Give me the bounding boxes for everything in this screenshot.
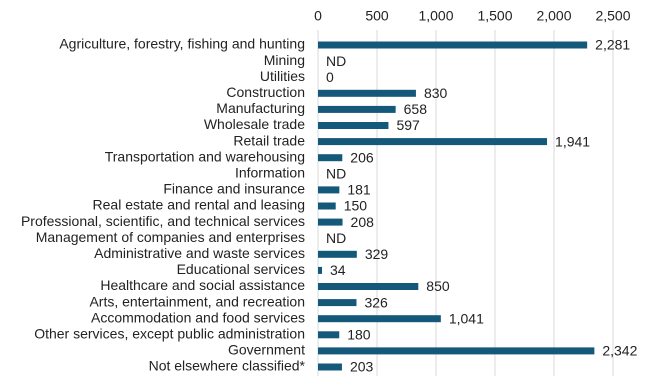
bar xyxy=(318,202,336,210)
y-tick-label: Management of companies and enterprises xyxy=(36,229,305,245)
data-label: 150 xyxy=(344,198,368,214)
x-tick-label: 2,000 xyxy=(536,8,571,24)
data-label: 180 xyxy=(347,327,371,343)
data-label: 850 xyxy=(426,278,450,294)
data-label: 0 xyxy=(326,69,334,85)
bar xyxy=(318,315,441,323)
x-tick-label: 0 xyxy=(314,8,322,24)
y-tick-label: Transportation and warehousing xyxy=(105,148,305,164)
bar xyxy=(318,89,416,97)
y-tick-label: Real estate and rental and leasing xyxy=(93,197,305,213)
data-label: ND xyxy=(326,166,346,182)
data-label: 830 xyxy=(424,85,448,101)
y-tick-label: Healthcare and social assistance xyxy=(100,277,305,293)
y-tick-label: Construction xyxy=(226,84,305,100)
data-label: 206 xyxy=(350,149,374,165)
y-tick-label: Other services, except public administra… xyxy=(34,326,305,342)
data-label: 2,342 xyxy=(602,343,637,359)
data-label: ND xyxy=(326,230,346,246)
y-tick-label: Manufacturing xyxy=(216,100,305,116)
x-tick-label: 500 xyxy=(365,8,389,24)
y-tick-label: Retail trade xyxy=(233,132,305,148)
y-tick-label: Information xyxy=(235,165,305,181)
data-label: 658 xyxy=(404,101,428,117)
bar xyxy=(318,266,323,274)
bar xyxy=(318,331,340,339)
data-label: 1,041 xyxy=(449,310,484,326)
data-label: 203 xyxy=(350,359,374,375)
bar xyxy=(318,347,595,355)
y-tick-label: Not elsewhere classified* xyxy=(149,358,306,374)
y-tick-label: Wholesale trade xyxy=(204,116,305,132)
y-tick-label: Finance and insurance xyxy=(163,181,305,197)
y-tick-label: Government xyxy=(228,342,305,358)
data-label: 181 xyxy=(347,182,371,198)
data-label: 34 xyxy=(330,262,346,278)
y-tick-label: Accommodation and food services xyxy=(91,309,305,325)
bar xyxy=(318,299,357,307)
data-label: 326 xyxy=(364,294,388,310)
x-tick-label: 1,500 xyxy=(477,8,512,24)
y-tick-label: Professional, scientific, and technical … xyxy=(21,213,305,229)
bar xyxy=(318,363,342,371)
data-label: ND xyxy=(326,53,346,69)
y-tick-label: Mining xyxy=(264,52,305,68)
data-label: 329 xyxy=(365,246,389,262)
bar xyxy=(318,154,343,162)
bar xyxy=(318,218,343,226)
bar xyxy=(318,122,389,129)
data-label: 597 xyxy=(396,117,420,133)
y-tick-label: Utilities xyxy=(260,68,305,84)
bar xyxy=(318,283,419,290)
data-label: 1,941 xyxy=(555,133,590,149)
bar xyxy=(318,186,340,194)
y-tick-label: Administrative and waste services xyxy=(94,245,305,261)
x-tick-label: 1,000 xyxy=(418,8,453,24)
y-tick-label: Educational services xyxy=(177,261,305,277)
bar xyxy=(318,41,588,49)
y-tick-label: Arts, entertainment, and recreation xyxy=(89,293,305,309)
bar xyxy=(318,105,396,113)
x-tick-label: 2,500 xyxy=(595,8,630,24)
data-label: 208 xyxy=(351,214,375,230)
bar xyxy=(318,250,357,258)
bar xyxy=(318,138,548,146)
data-label: 2,281 xyxy=(595,37,630,53)
y-tick-label: Agriculture, forestry, fishing and hunti… xyxy=(59,36,305,52)
